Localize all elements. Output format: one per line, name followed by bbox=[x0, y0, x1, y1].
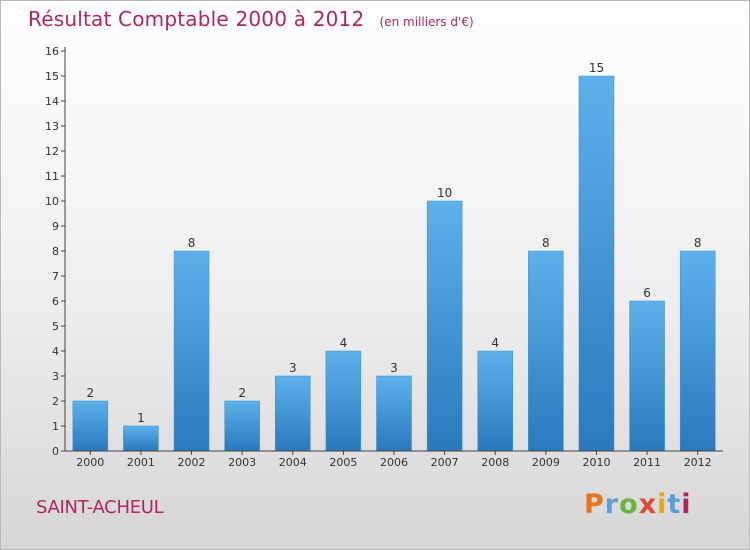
bar-2012 bbox=[679, 250, 716, 452]
bar-2000 bbox=[72, 400, 109, 452]
y-tick-label: 10 bbox=[45, 195, 59, 208]
x-tick-label-2010: 2010 bbox=[582, 456, 610, 469]
bar-2001 bbox=[123, 425, 159, 452]
brand-letter: r bbox=[604, 489, 620, 520]
x-axis: 2000 2001 2002 2003 2004 2005 2006 2007 2008 2009… bbox=[76, 451, 712, 469]
brand-letter: x bbox=[638, 489, 658, 520]
bar-2004 bbox=[275, 375, 311, 452]
x-tick-label-2012: 2012 bbox=[684, 456, 712, 469]
bar-2003 bbox=[224, 400, 260, 452]
brand-letter: P bbox=[584, 489, 605, 520]
data-label-2008: 4 bbox=[491, 336, 499, 350]
x-tick-label-2009: 2009 bbox=[532, 456, 560, 469]
x-tick-label-2004: 2004 bbox=[279, 456, 307, 469]
x-tick-label-2000: 2000 bbox=[76, 456, 104, 469]
y-tick-label: 5 bbox=[52, 320, 59, 333]
data-label-2000: 2 bbox=[86, 386, 94, 400]
bar-2006 bbox=[376, 375, 412, 452]
bar-2007 bbox=[426, 200, 463, 452]
bar-2011 bbox=[629, 300, 665, 452]
brand-letter: o bbox=[619, 489, 639, 520]
x-tick-label-2007: 2007 bbox=[431, 456, 459, 469]
data-label-2002: 8 bbox=[188, 236, 196, 250]
data-label-2010: 15 bbox=[589, 61, 604, 75]
brand-logo: Proxiti bbox=[584, 489, 692, 520]
data-label-2007: 10 bbox=[437, 186, 452, 200]
y-tick-label: 0 bbox=[52, 445, 59, 458]
y-tick-label: 3 bbox=[52, 370, 59, 383]
x-tick-label-2011: 2011 bbox=[633, 456, 661, 469]
bar-2002 bbox=[173, 250, 210, 452]
y-tick-label: 13 bbox=[45, 120, 59, 133]
data-label-2003: 2 bbox=[238, 386, 246, 400]
chart-unit: (en milliers d'€) bbox=[379, 15, 474, 29]
bar-2010 bbox=[578, 75, 615, 452]
data-label-2006: 3 bbox=[390, 361, 398, 375]
y-tick-label: 7 bbox=[52, 270, 59, 283]
brand-letter: i bbox=[657, 489, 668, 520]
y-tick-label: 8 bbox=[52, 245, 59, 258]
y-tick-label: 2 bbox=[52, 395, 59, 408]
bar-2008 bbox=[477, 350, 513, 452]
y-tick-label: 6 bbox=[52, 295, 59, 308]
y-tick-label: 11 bbox=[45, 170, 59, 183]
y-tick-label: 1 bbox=[52, 420, 59, 433]
bar-2005 bbox=[325, 350, 362, 452]
x-tick-label-2001: 2001 bbox=[127, 456, 155, 469]
chart-title: Résultat Comptable 2000 à 2012 bbox=[28, 7, 365, 31]
brand-letter: i bbox=[681, 489, 692, 520]
bars: 2 1 8 2 3 4 3 10 4 8 15 6 8 bbox=[72, 61, 716, 452]
y-tick-label: 4 bbox=[52, 345, 59, 358]
data-label-2012: 8 bbox=[694, 236, 702, 250]
commune-name: SAINT-ACHEUL bbox=[36, 497, 164, 518]
data-label-2009: 8 bbox=[542, 236, 550, 250]
bar-2009 bbox=[528, 250, 564, 452]
data-label-2005: 4 bbox=[340, 336, 348, 350]
title-row: Résultat Comptable 2000 à 2012 (en milli… bbox=[28, 7, 474, 31]
x-tick-label-2008: 2008 bbox=[481, 456, 509, 469]
x-tick-label-2005: 2005 bbox=[329, 456, 357, 469]
x-tick-label-2002: 2002 bbox=[178, 456, 206, 469]
data-label-2011: 6 bbox=[643, 286, 651, 300]
y-tick-label: 9 bbox=[52, 220, 59, 233]
y-tick-label: 14 bbox=[45, 95, 59, 108]
brand-letter: t bbox=[667, 489, 682, 520]
data-label-2004: 3 bbox=[289, 361, 297, 375]
y-tick-label: 12 bbox=[45, 145, 59, 158]
y-tick-label: 16 bbox=[45, 45, 59, 58]
data-label-2001: 1 bbox=[137, 411, 145, 425]
x-tick-label-2003: 2003 bbox=[228, 456, 256, 469]
x-tick-label-2006: 2006 bbox=[380, 456, 408, 469]
y-tick-label: 15 bbox=[45, 70, 59, 83]
